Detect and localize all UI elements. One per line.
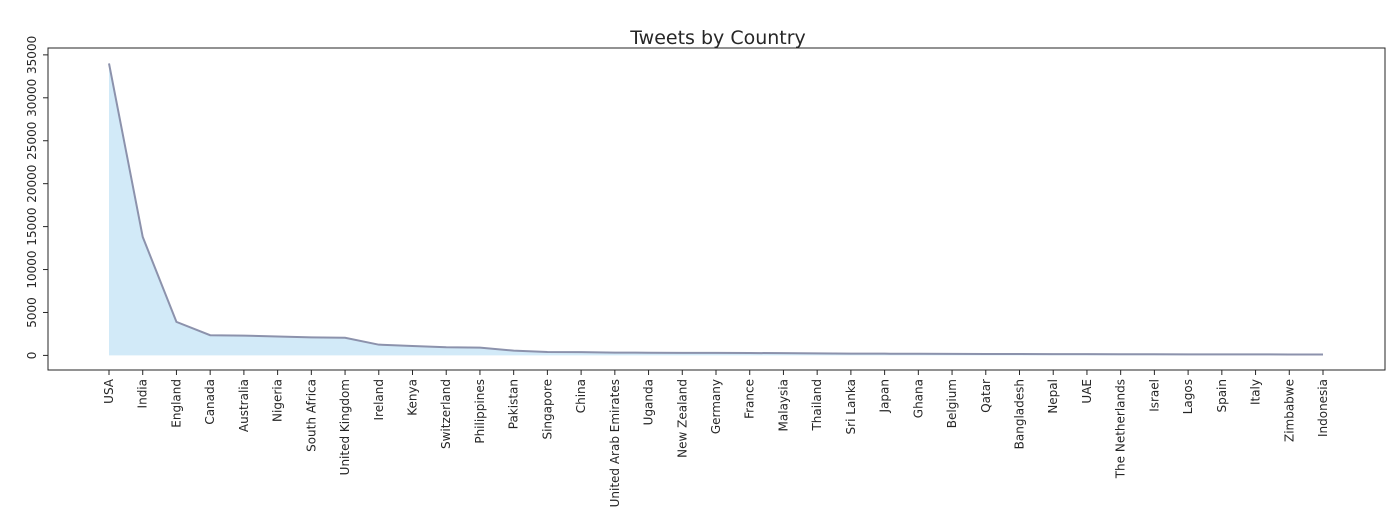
x-tick-label: Bangladesh xyxy=(1013,379,1027,449)
x-tick-label: Canada xyxy=(203,379,217,425)
x-tick-label: Nepal xyxy=(1046,379,1060,414)
y-tick-label: 0 xyxy=(25,352,39,360)
chart-title: Tweets by Country xyxy=(629,27,806,49)
y-tick-label: 35000 xyxy=(25,36,39,74)
plot-frame xyxy=(47,47,1386,371)
x-tick-label: China xyxy=(574,379,588,413)
x-tick-label: Japan xyxy=(878,379,892,413)
plot-area: 0 5000 10000 15000 20000 25000 30000 35000 USA In… xyxy=(25,36,1386,507)
x-tick-label: Philippines xyxy=(473,379,487,444)
x-tick-label: Nigeria xyxy=(271,379,285,422)
x-tick-label: Belgium xyxy=(945,379,959,428)
y-tick-label: 30000 xyxy=(25,79,39,117)
x-tick-label: Ireland xyxy=(372,379,386,421)
x-tick-label: Switzerland xyxy=(439,379,453,449)
x-tick-label: Israel xyxy=(1147,379,1161,412)
x-tick-label: Indonesia xyxy=(1316,379,1330,437)
x-tick-label: The Netherlands xyxy=(1114,379,1128,479)
y-tick-label: 20000 xyxy=(25,165,39,203)
x-tick-label: Qatar xyxy=(979,379,993,413)
x-tick-label: Lagos xyxy=(1181,379,1195,414)
y-tick-label: 5000 xyxy=(25,297,39,328)
x-tick-label: Australia xyxy=(237,379,251,432)
x-tick-label: Pakistan xyxy=(507,379,521,429)
x-tick-label: USA xyxy=(102,378,116,404)
x-tick-label: France xyxy=(743,379,757,419)
x-tick-label: Zimbabwe xyxy=(1282,379,1296,442)
x-tick-label: Spain xyxy=(1215,379,1229,413)
x-tick-label: UAE xyxy=(1080,379,1094,404)
x-tick-label: Ghana xyxy=(911,379,925,418)
x-tick-label: New Zealand xyxy=(675,379,689,458)
x-tick-label: Italy xyxy=(1249,379,1263,405)
x-tick-label: Singapore xyxy=(540,379,554,440)
y-tick-label: 25000 xyxy=(25,122,39,160)
area-fill xyxy=(109,63,1323,356)
x-tick-label: Thailand xyxy=(810,379,824,432)
x-tick-label: South Africa xyxy=(304,379,318,452)
x-tick-label: Malaysia xyxy=(776,379,790,431)
x-tick-label: Kenya xyxy=(406,379,420,416)
x-tick-label: India xyxy=(136,379,150,408)
y-tick-label: 15000 xyxy=(25,208,39,246)
x-tick-label: United Arab Emirates xyxy=(608,379,622,507)
series-line xyxy=(108,63,1324,356)
x-tick-label: Uganda xyxy=(642,379,656,425)
y-tick-label: 10000 xyxy=(25,250,39,288)
x-tick-label: United Kingdom xyxy=(338,379,352,475)
x-tick-label: Sri Lanka xyxy=(844,379,858,434)
x-tick-label: England xyxy=(169,379,183,428)
x-tick-label: Germany xyxy=(709,379,723,434)
